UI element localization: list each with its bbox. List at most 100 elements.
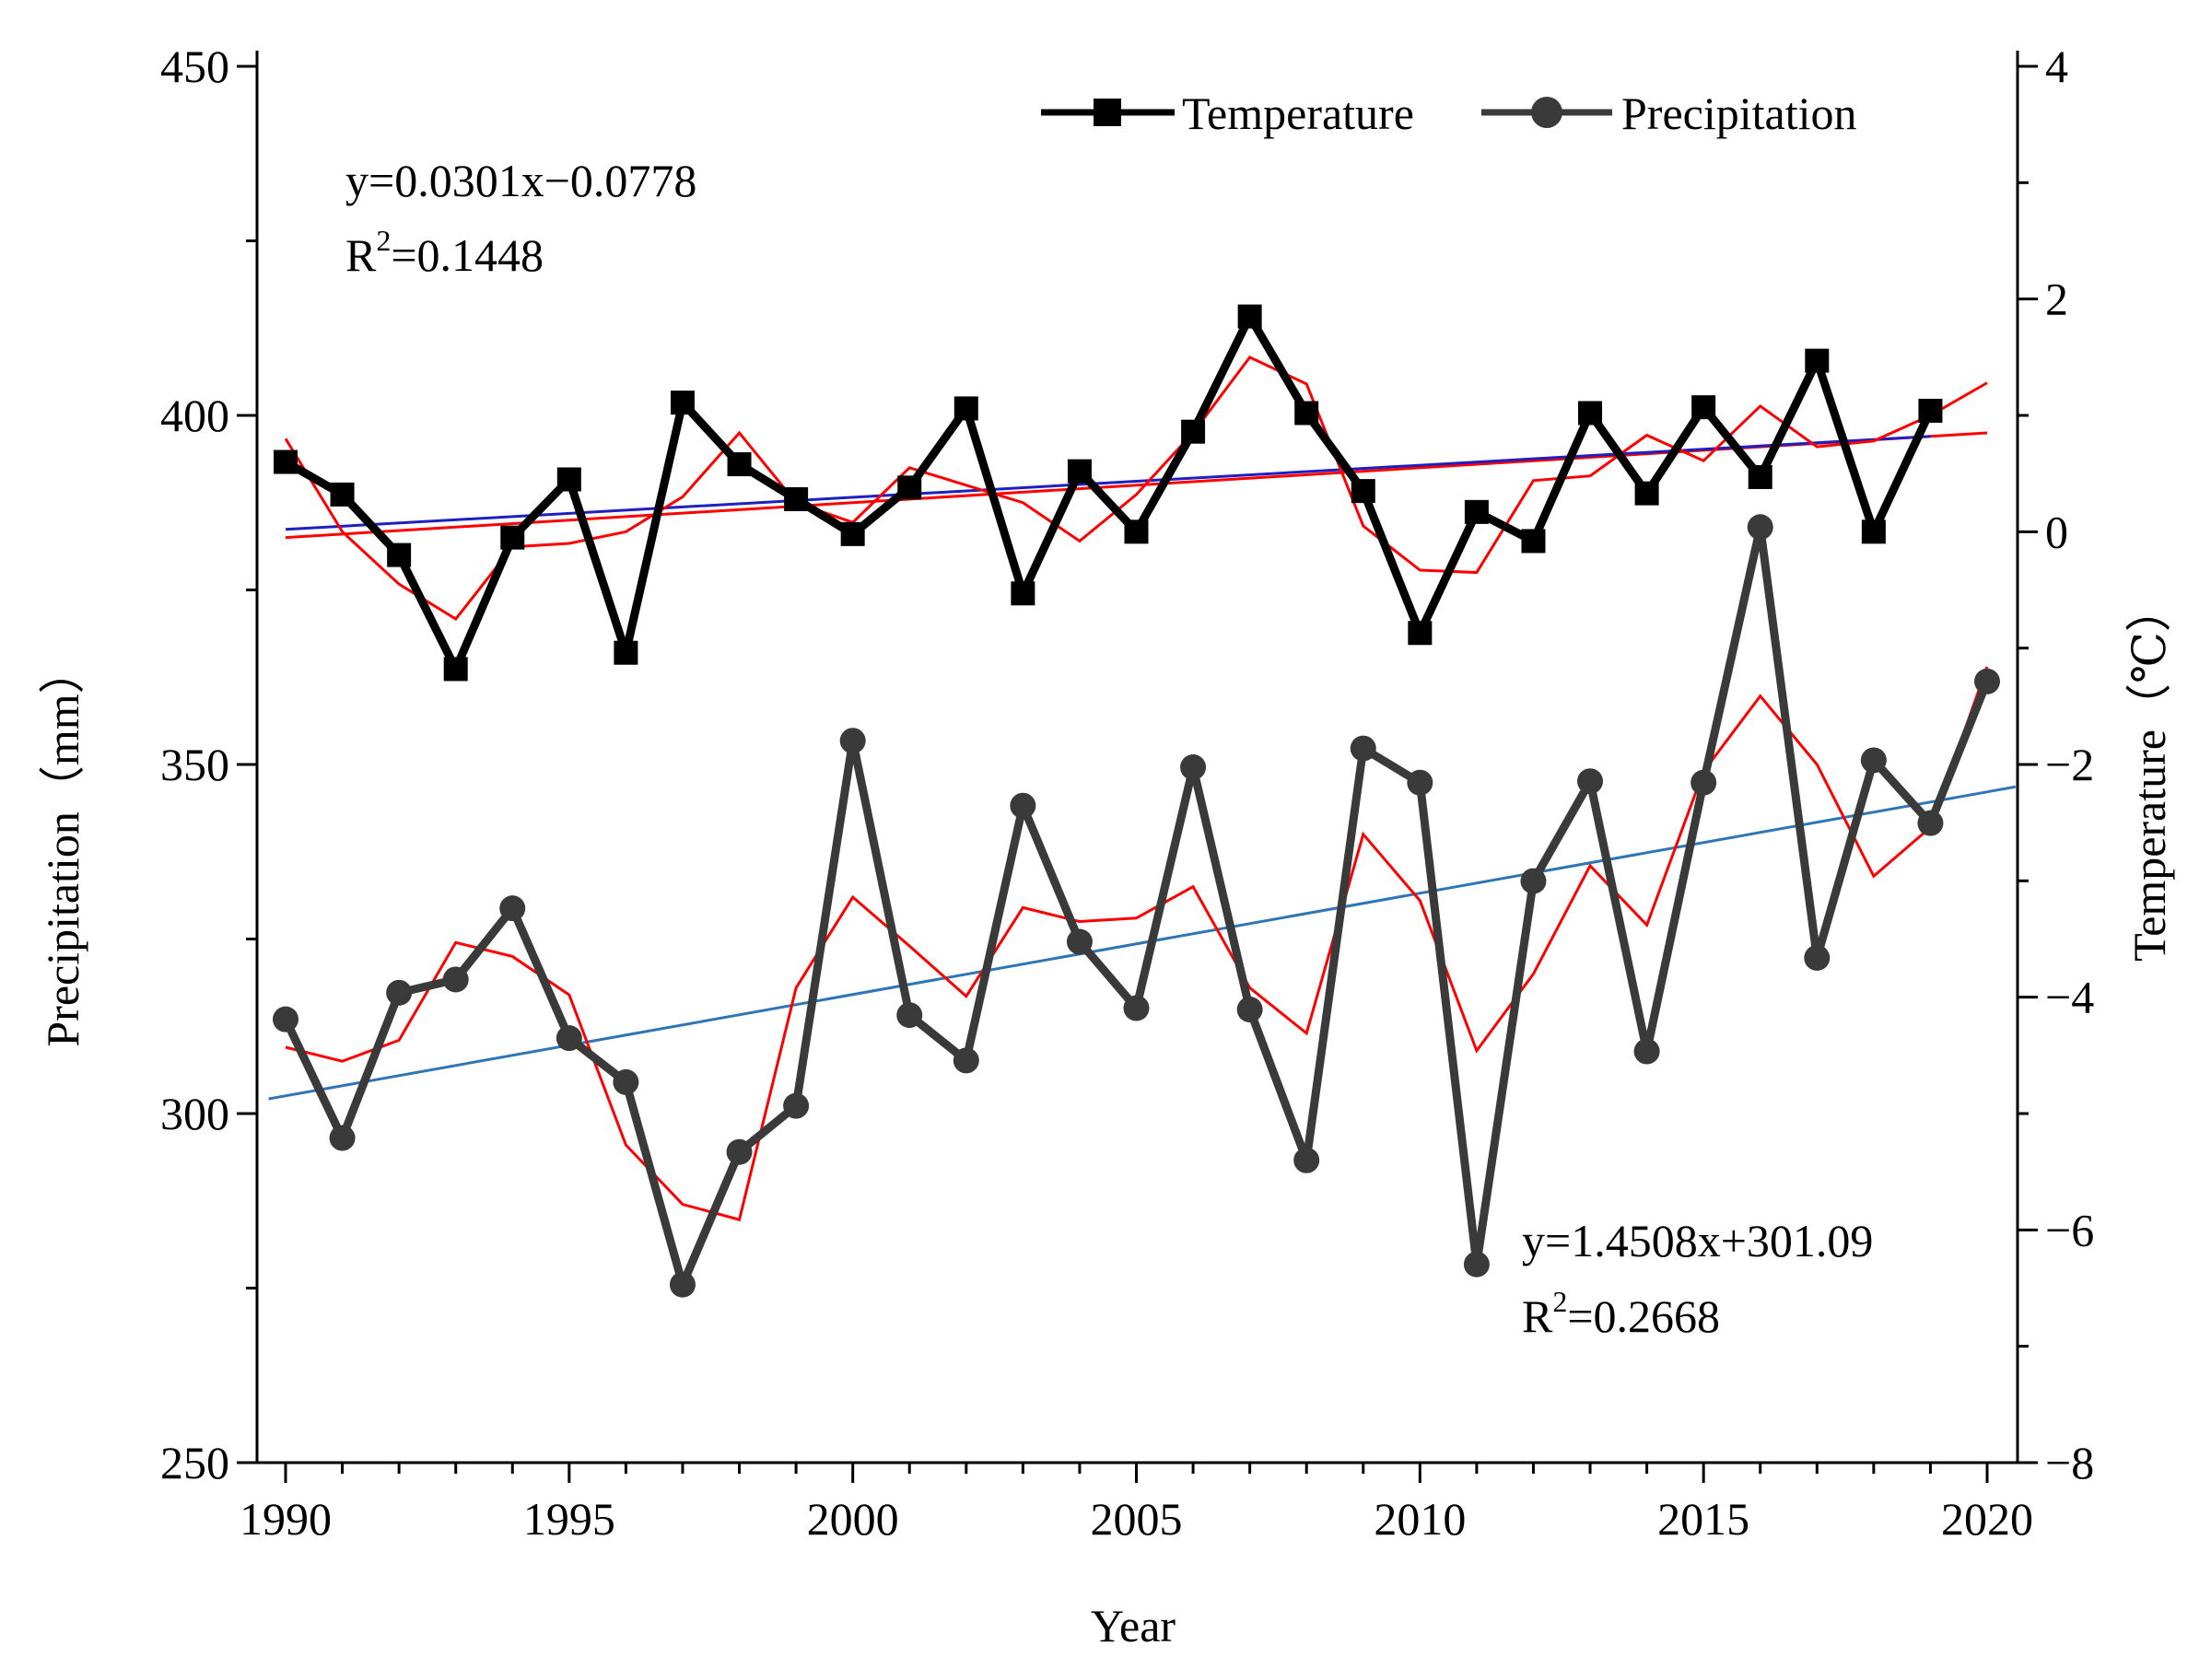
- legend-precipitation-marker: [1531, 97, 1562, 128]
- y-right-tick-label: −8: [2045, 1437, 2094, 1488]
- precipitation-point: [1123, 995, 1150, 1021]
- temperature-point: [387, 542, 412, 567]
- axes: 1990 1995 2000 2005 2010 2015 2020 250 300 350 400…: [160, 41, 2094, 1545]
- precipitation-point: [1236, 997, 1263, 1023]
- precipitation-point: [1974, 668, 2000, 694]
- precipitation-point: [329, 1125, 356, 1151]
- precipitation-point: [386, 979, 413, 1006]
- temperature-point: [1861, 519, 1886, 544]
- precipitation-point: [896, 1002, 923, 1029]
- temperature-point: [500, 525, 525, 550]
- precipitation-point: [839, 728, 866, 754]
- temperature-point: [1805, 348, 1830, 373]
- precipitation-point: [442, 966, 469, 993]
- temperature-point: [1918, 398, 1943, 423]
- y-axis-right-label: Temperature（℃）: [2123, 586, 2175, 962]
- x-tick-label: 2005: [1091, 1493, 1183, 1545]
- y-right-tick-label: 0: [2045, 506, 2068, 557]
- temperature-point: [1237, 304, 1262, 329]
- precipitation-point: [1180, 754, 1207, 781]
- temperature-point: [1464, 499, 1489, 524]
- temperature-point: [330, 482, 355, 507]
- temperature-point: [1634, 481, 1659, 506]
- x-tick-label: 1995: [523, 1493, 615, 1545]
- temperature-point: [1067, 459, 1092, 484]
- y-right-tick-label: 4: [2045, 41, 2068, 92]
- precipitation-point: [1917, 810, 1944, 836]
- precipitation-point: [783, 1092, 810, 1119]
- precipitation-point: [556, 1025, 582, 1052]
- temperature-point: [1124, 519, 1149, 544]
- y-right-tick-label: 2: [2045, 274, 2068, 325]
- temperature-point: [670, 391, 695, 415]
- temperature-point: [1408, 621, 1433, 646]
- temperature-trend-line: [285, 435, 1931, 531]
- x-tick-label: 2010: [1374, 1493, 1466, 1545]
- temperature-trend-annotation: y=0.0301x−0.0778 R2=0.1448: [345, 155, 696, 281]
- temperature-point: [784, 486, 809, 511]
- y-left-tick-label: 400: [160, 390, 229, 441]
- temperature-point: [953, 396, 978, 421]
- precipitation-series-line: [281, 522, 1992, 1289]
- x-tick-label: 2000: [807, 1493, 899, 1545]
- temperature-point: [1181, 419, 1206, 444]
- legend-precipitation-label: Precipitation: [1621, 88, 1857, 139]
- temperature-point: [274, 449, 298, 474]
- precipitation-point: [1350, 735, 1376, 762]
- temperature-point: [727, 452, 752, 477]
- precipitation-point: [1463, 1251, 1490, 1278]
- legend-temperature-marker: [1094, 99, 1121, 126]
- y-left-tick-label: 450: [160, 41, 229, 92]
- precipitation-point: [1860, 747, 1887, 774]
- precipitation-point: [726, 1138, 753, 1165]
- temperature-trend-equation: y=0.0301x−0.0778: [345, 155, 696, 206]
- precipitation-point: [1010, 792, 1036, 819]
- precipitation-point: [273, 1006, 298, 1032]
- temperature-series-line: [283, 312, 1935, 673]
- precipitation-trend-equation: y=1.4508x+301.09: [1522, 1215, 1873, 1266]
- y-left-tick-label: 250: [160, 1437, 229, 1488]
- precipitation-point: [1747, 514, 1773, 541]
- temperature-trend-r2: R2=0.1448: [345, 224, 544, 281]
- temperature-point: [840, 521, 865, 546]
- y-right-tick-label: −6: [2045, 1204, 2094, 1255]
- precipitation-point: [499, 895, 526, 922]
- legend: Temperature Precipitation: [1041, 88, 1857, 139]
- precipitation-point: [669, 1271, 696, 1298]
- temperature-point: [556, 467, 581, 492]
- y-right-tick-label: −4: [2045, 972, 2094, 1023]
- data-series: [273, 304, 2000, 1298]
- precipitation-point: [1293, 1147, 1320, 1173]
- legend-temperature-label: Temperature: [1182, 88, 1414, 139]
- x-tick-label: 1990: [240, 1493, 332, 1545]
- precipitation-point: [1633, 1038, 1660, 1065]
- x-axis-label: Year: [1091, 1600, 1176, 1651]
- precipitation-trend-annotation: y=1.4508x+301.09 R2=0.2668: [1522, 1215, 1873, 1342]
- precipitation-point: [1520, 868, 1547, 894]
- y-right-tick-label: −2: [2045, 739, 2094, 790]
- precipitation-point: [1577, 768, 1604, 795]
- temperature-point: [1521, 529, 1546, 554]
- temperature-point: [1294, 401, 1319, 426]
- temperature-moving-average-line: [284, 355, 1988, 622]
- precipitation-point: [953, 1047, 979, 1074]
- x-tick-label: 2015: [1657, 1493, 1749, 1545]
- y-left-tick-label: 300: [160, 1088, 229, 1139]
- temperature-point: [443, 657, 468, 682]
- precipitation-point: [1804, 944, 1831, 971]
- precipitation-point: [1066, 928, 1093, 955]
- temperature-point: [1691, 395, 1716, 420]
- y-axis-left-label: Precipitation（mm）: [37, 648, 88, 1046]
- precipitation-point: [1690, 769, 1717, 796]
- precipitation-point: [613, 1068, 639, 1095]
- temperature-point: [1748, 464, 1772, 489]
- x-tick-label: 2020: [1941, 1493, 2033, 1545]
- y-left-tick-label: 350: [160, 739, 229, 790]
- temperature-point: [1351, 479, 1375, 504]
- temperature-point: [897, 475, 922, 500]
- precipitation-point: [1407, 769, 1433, 796]
- precipitation-trend-r2: R2=0.2668: [1522, 1285, 1720, 1342]
- temperature-point: [1578, 401, 1603, 426]
- temperature-point: [1011, 581, 1035, 606]
